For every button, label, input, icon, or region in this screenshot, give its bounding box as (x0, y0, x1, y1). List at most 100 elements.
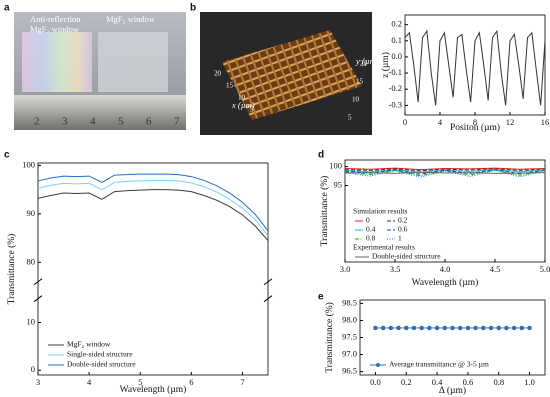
photo-label: MgF₂ window (106, 14, 156, 24)
plain-window (98, 32, 168, 92)
surface-axis-label: x (µm) (231, 100, 255, 110)
y-axis-label: Transmittance (%) (324, 302, 335, 373)
y-tick-label: 0.0 (391, 51, 402, 61)
y-tick-label: 80 (27, 256, 36, 266)
ruler (14, 95, 186, 130)
x-tick-label: 0.2 (401, 377, 412, 387)
series-line (344, 171, 546, 174)
ruler-number: 5 (118, 116, 124, 128)
marker (481, 325, 486, 331)
legend-marker (376, 363, 380, 367)
marker (434, 325, 440, 331)
x-axis-label: Wavelength (µm) (120, 384, 187, 395)
x-tick-label: 4.5 (490, 264, 501, 274)
ruler-number: 6 (146, 116, 152, 128)
x-tick-label: 4 (438, 117, 443, 127)
ruler-number: 7 (174, 116, 180, 128)
ruler-number: 2 (34, 116, 40, 128)
x-tick-label: 7 (240, 377, 244, 387)
surface-tick: 15 (226, 82, 234, 90)
photo-label: MgF₂ window (30, 24, 80, 34)
x-tick-label: 0.6 (463, 377, 474, 387)
plot-frame (404, 14, 546, 116)
surface-tick: 20 (360, 60, 368, 68)
marker (488, 325, 494, 331)
y-tick-label: -0.1 (389, 67, 402, 77)
y-tick-label: 97.0 (342, 348, 357, 358)
marker (396, 325, 401, 331)
x-axis-label: Positon (µm) (450, 122, 500, 133)
series-line (344, 169, 546, 178)
x-tick-label: 3.5 (390, 264, 401, 274)
surface-axis-label: y (µm) (355, 56, 379, 66)
marker (388, 325, 394, 331)
legend-title: Simulation results (353, 207, 407, 216)
x-tick-label: 0.4 (432, 377, 443, 387)
surface-tick: 10 (238, 94, 246, 102)
x-tick-label: 4 (87, 377, 92, 387)
x-tick-label: 0.0 (370, 377, 381, 387)
ar-window (22, 32, 92, 92)
y-tick-label: 100 (22, 159, 35, 169)
panel-letter: e (318, 292, 324, 303)
legend-label: Single-sided structure (67, 350, 133, 359)
x-tick-label: 1.0 (524, 377, 535, 387)
surface-tick: 10 (352, 96, 360, 104)
marker (519, 325, 525, 331)
y-tick-label: 95 (334, 179, 343, 189)
ruler-number: 4 (90, 116, 96, 128)
surface-tick: 5 (250, 106, 254, 114)
x-tick-label: 0.8 (493, 377, 504, 387)
series-line (37, 173, 269, 232)
y-tick-label: 0 (31, 364, 35, 374)
legend-label: 0.8 (366, 234, 376, 243)
marker (373, 325, 378, 331)
series-line (37, 189, 269, 241)
y-axis-label: Transmittance (%) (319, 176, 330, 247)
legend-label: MgF₂ window (67, 340, 111, 349)
legend-label: 0.2 (398, 216, 408, 225)
series-line (404, 29, 546, 106)
marker (527, 325, 532, 331)
photo (14, 12, 186, 130)
marker (380, 325, 386, 331)
series-line (344, 168, 546, 173)
series-line (344, 167, 546, 171)
series-line (344, 169, 546, 175)
y-tick-label: 96.5 (342, 366, 357, 376)
x-tick-label: 5.0 (540, 264, 550, 274)
marker (511, 325, 517, 331)
y-tick-label: 0.1 (391, 35, 402, 45)
marker (496, 325, 501, 331)
surface-tick: 5 (348, 114, 352, 122)
x-tick-label: 8 (473, 117, 477, 127)
x-tick-label: 5 (138, 377, 142, 387)
x-tick-label: 3.0 (340, 264, 351, 274)
x-tick-label: 4.0 (440, 264, 451, 274)
marker (465, 325, 471, 331)
x-tick-label: 3 (36, 377, 40, 387)
y-tick-label: 0.2 (391, 19, 402, 29)
surface-tick: 15 (356, 78, 364, 86)
surface-render (222, 30, 362, 120)
y-axis-label: Transmittance (%) (6, 234, 17, 305)
panel-letter: d (318, 150, 324, 161)
legend-label: 1 (398, 234, 402, 243)
marker (419, 325, 424, 331)
x-axis-label: Wavelength (µm) (412, 277, 479, 288)
series-line (37, 179, 269, 237)
y-tick-label: -0.3 (389, 99, 402, 109)
marker (458, 325, 463, 331)
marker (450, 325, 455, 331)
y-tick-label: 98.0 (342, 314, 357, 324)
y-tick-label: 97.5 (342, 331, 357, 341)
surface-tick: 20 (214, 70, 222, 78)
x-tick-label: 16 (541, 117, 550, 127)
series-line (344, 168, 546, 172)
marker (404, 325, 409, 331)
marker (411, 325, 417, 331)
ruler-number: 3 (62, 116, 68, 128)
legend-label: Double-sided structure (67, 360, 136, 369)
x-axis-label: Δ (µm) (439, 385, 466, 396)
plot-frame (37, 162, 269, 376)
